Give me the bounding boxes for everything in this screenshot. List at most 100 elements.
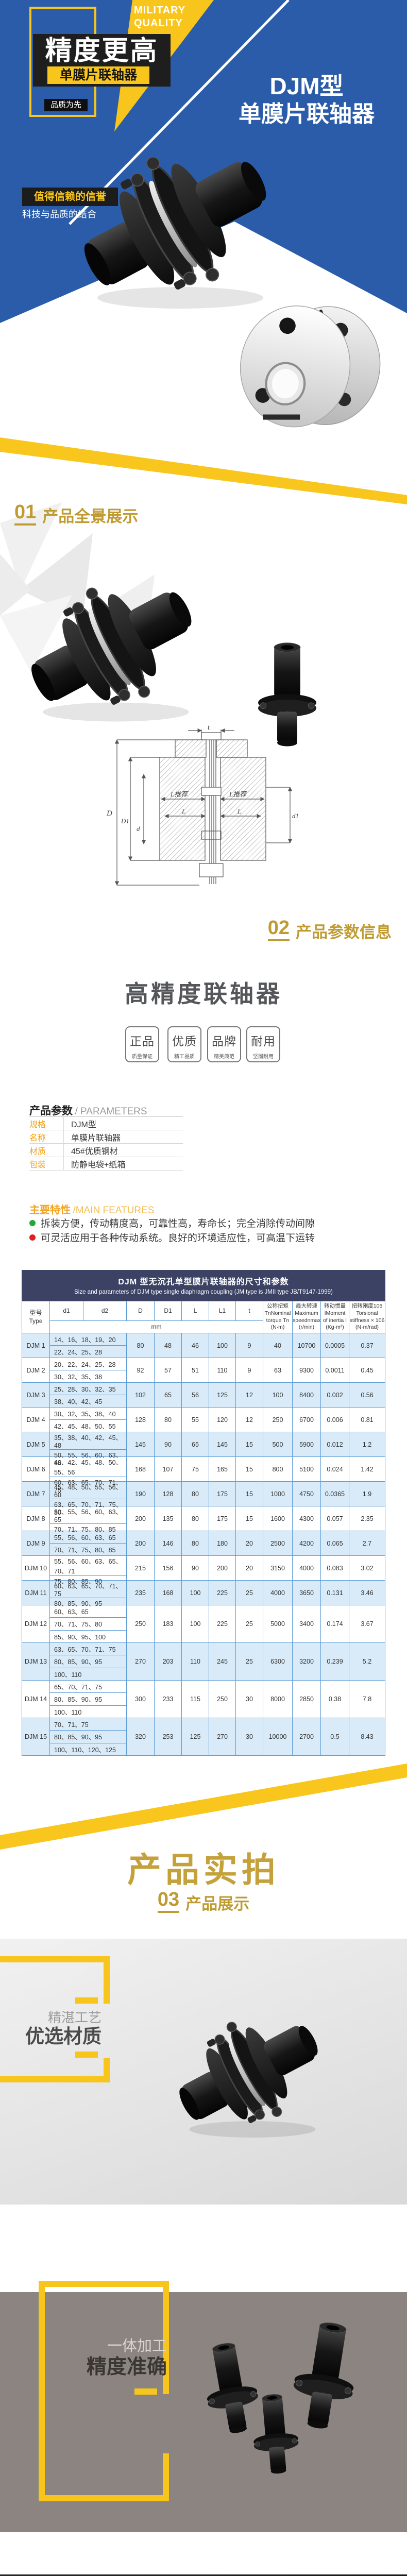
spec-bore-list: 60、63、65、70、71、75 80、85、90、95 [49,1580,127,1607]
quality-label: QUALITY [134,18,183,29]
spec-value: 128 [154,1481,182,1506]
spec-bore-list: 45、48、50、55、56、60 63、65、70、71、75、80 [49,1481,127,1516]
spec-value: 3150 [263,1555,293,1581]
spec-bore-list: 35、38、40、42、45、48 50、55、56、60、63、65 [49,1432,127,1467]
spec-value: 200 [126,1531,155,1556]
spec-type: DJM 7 [22,1481,50,1506]
spec-value: 2.35 [349,1506,385,1531]
spec-value: 233 [154,1680,182,1718]
feature-text: 拆装方便，传动精度高，可靠性高，寿命长；完全消除传动间隙 [41,1218,315,1229]
military-quality-badge: MILITARY QUALITY [134,4,196,30]
spec-type: DJM 5 [22,1432,50,1457]
badge-sub: 精美典范 [214,1054,234,1060]
badge-durable: 耐用 坚固耐用 [246,1026,280,1062]
hero-silver-coupling-photo [222,283,397,453]
spec-header-dim: t [235,1301,263,1321]
spec-bore-sublist: 70、71、75、80、85 [50,1543,126,1555]
badge-sub: 坚固耐用 [253,1054,274,1060]
spec-value: 253 [154,1718,182,1756]
frame-bar [39,2281,45,2501]
spec-header-unit: mm [49,1320,263,1333]
dim-label-L-rec-left: L推荐 [170,790,189,798]
spec-bore-sublist: 30、32、35、38、40 [54,1411,116,1418]
spec-value: 100 [209,1333,236,1358]
spec-bore-list: 63、65、70、71、75 80、85、90、95 100、110 [49,1642,127,1681]
machining-couplings-photo [198,2318,364,2476]
spec-row: DJM 5 35、38、40、42、45、48 50、55、56、60、63、65 1… [22,1432,385,1467]
spec-value: 225 [209,1580,236,1605]
spec-value: 0.0005 [320,1333,349,1358]
spec-value: 0.174 [320,1605,349,1643]
param-value: 单膜片联轴器 [71,1133,121,1143]
spec-type: DJM 14 [22,1680,50,1718]
spec-value: 135 [154,1506,182,1531]
spec-value: 8.43 [349,1718,385,1756]
spec-value: 15 [235,1432,263,1457]
spec-value: 80 [181,1481,209,1506]
spec-value: 46 [181,1333,209,1358]
spec-bore-list: 65、70、71、75 80、85、90、95 100、110 [49,1680,127,1718]
spec-bore-sublist: 42、45、48、50、55 [50,1419,126,1432]
features-heading: 主要特性 /MAIN FEATURES [29,1201,154,1216]
spec-value: 6700 [292,1407,321,1432]
spec-bore-list: 14、16、18、19、20 22、24、25、28 [49,1333,127,1358]
spec-value: 15 [235,1506,263,1531]
spec-value: 270 [126,1642,155,1681]
spec-bore-sublist: 35、38、40、42、45、48 [54,1434,123,1449]
spec-value: 25 [235,1642,263,1681]
spec-value: 80 [154,1407,182,1432]
spec-value: 1.2 [349,1432,385,1457]
feature-text: 可灵活应用于各种传动系统。良好的环境适应性，可高温下运转 [41,1233,315,1244]
param-value: 防静电袋+纸箱 [71,1160,126,1170]
badge-brand: 品牌 精美典范 [207,1026,241,1062]
spec-bore-sublist: 22、24、25、28 [50,1345,126,1358]
spec-value: 0.81 [349,1407,385,1432]
spec-value: 115 [181,1680,209,1718]
spec-value: 80 [181,1506,209,1531]
parameters-table: 规格 DJM型 名称 单膜片联轴器 材质 45#优质钢材 包装 防静电袋+纸箱 [29,1116,183,1171]
spec-value: 250 [209,1680,236,1718]
spec-bore-list: 20、22、24、25、28 30、32、35、38 [49,1358,127,1383]
spec-value: 3.46 [349,1580,385,1605]
spec-value: 215 [126,1555,155,1581]
photos-banner: 产品实拍 [127,1851,280,1889]
spec-bore-sublist: 55、56、60、63、65 [54,1534,116,1541]
spec-bore-sublist: 75、80、85、90 [50,1575,126,1586]
section-02-title: 产品参数信息 [296,923,392,942]
section-03-title: 产品展示 [185,1895,250,1913]
spec-row: DJM 12 60、63、65 70、71、75、80 85、90、95、100 250… [22,1605,385,1643]
red-bullet-icon [29,1234,36,1241]
spec-value: 102 [126,1382,155,1408]
trust-subtitle: 科技与品质的结合 [22,209,96,219]
spec-value: 15 [235,1456,263,1482]
parameters-heading-cn: 产品参数 [29,1105,73,1117]
spec-bore-list: 50、55、56、60、63、65 70、71、75、80、85 [49,1506,127,1533]
spec-type: DJM 10 [22,1555,50,1581]
spec-value: 80 [126,1333,155,1358]
spec-row: DJM 3 25、28、30、32、35 38、40、42、45 102 65 56 125… [22,1382,385,1408]
spec-bore-sublist: 80、85、90、95 [50,1655,126,1667]
spec-value: 168 [154,1580,182,1605]
bracket-dash [75,2052,98,2058]
bracket-bar [0,1956,110,1962]
dim-label-D1: D1 [121,817,129,825]
spec-type: DJM 11 [22,1580,50,1605]
spec-bore-sublist: 30、32、35、38 [50,1370,126,1382]
spec-value: 0.38 [320,1680,349,1718]
spec-value: 0.012 [320,1432,349,1457]
spec-bore-sublist: 60、63、65、70、71、75 [54,1583,123,1598]
photo-section-craft [0,1939,407,2205]
spec-value: 7.8 [349,1680,385,1718]
frame-bar [163,2281,169,2394]
frame-bar [163,2453,169,2501]
features-heading-en: /MAIN FEATURES [73,1205,155,1216]
spec-bore-list: 55、56、60、63、65、70、71 75、80、85、90 [49,1555,127,1585]
spec-value: 125 [209,1382,236,1408]
spec-value: 40 [263,1333,293,1358]
spec-row: DJM 4 30、32、35、38、40 42、45、48、50、55 128 80 55… [22,1407,385,1432]
spec-bore-list: 55、56、60、63、65 70、71、75、80、85 [49,1531,127,1556]
spec-bore-sublist: 63、65、70、71、75 [54,1646,116,1654]
bracket-bar [104,1956,110,2004]
spec-type: DJM 8 [22,1506,50,1531]
